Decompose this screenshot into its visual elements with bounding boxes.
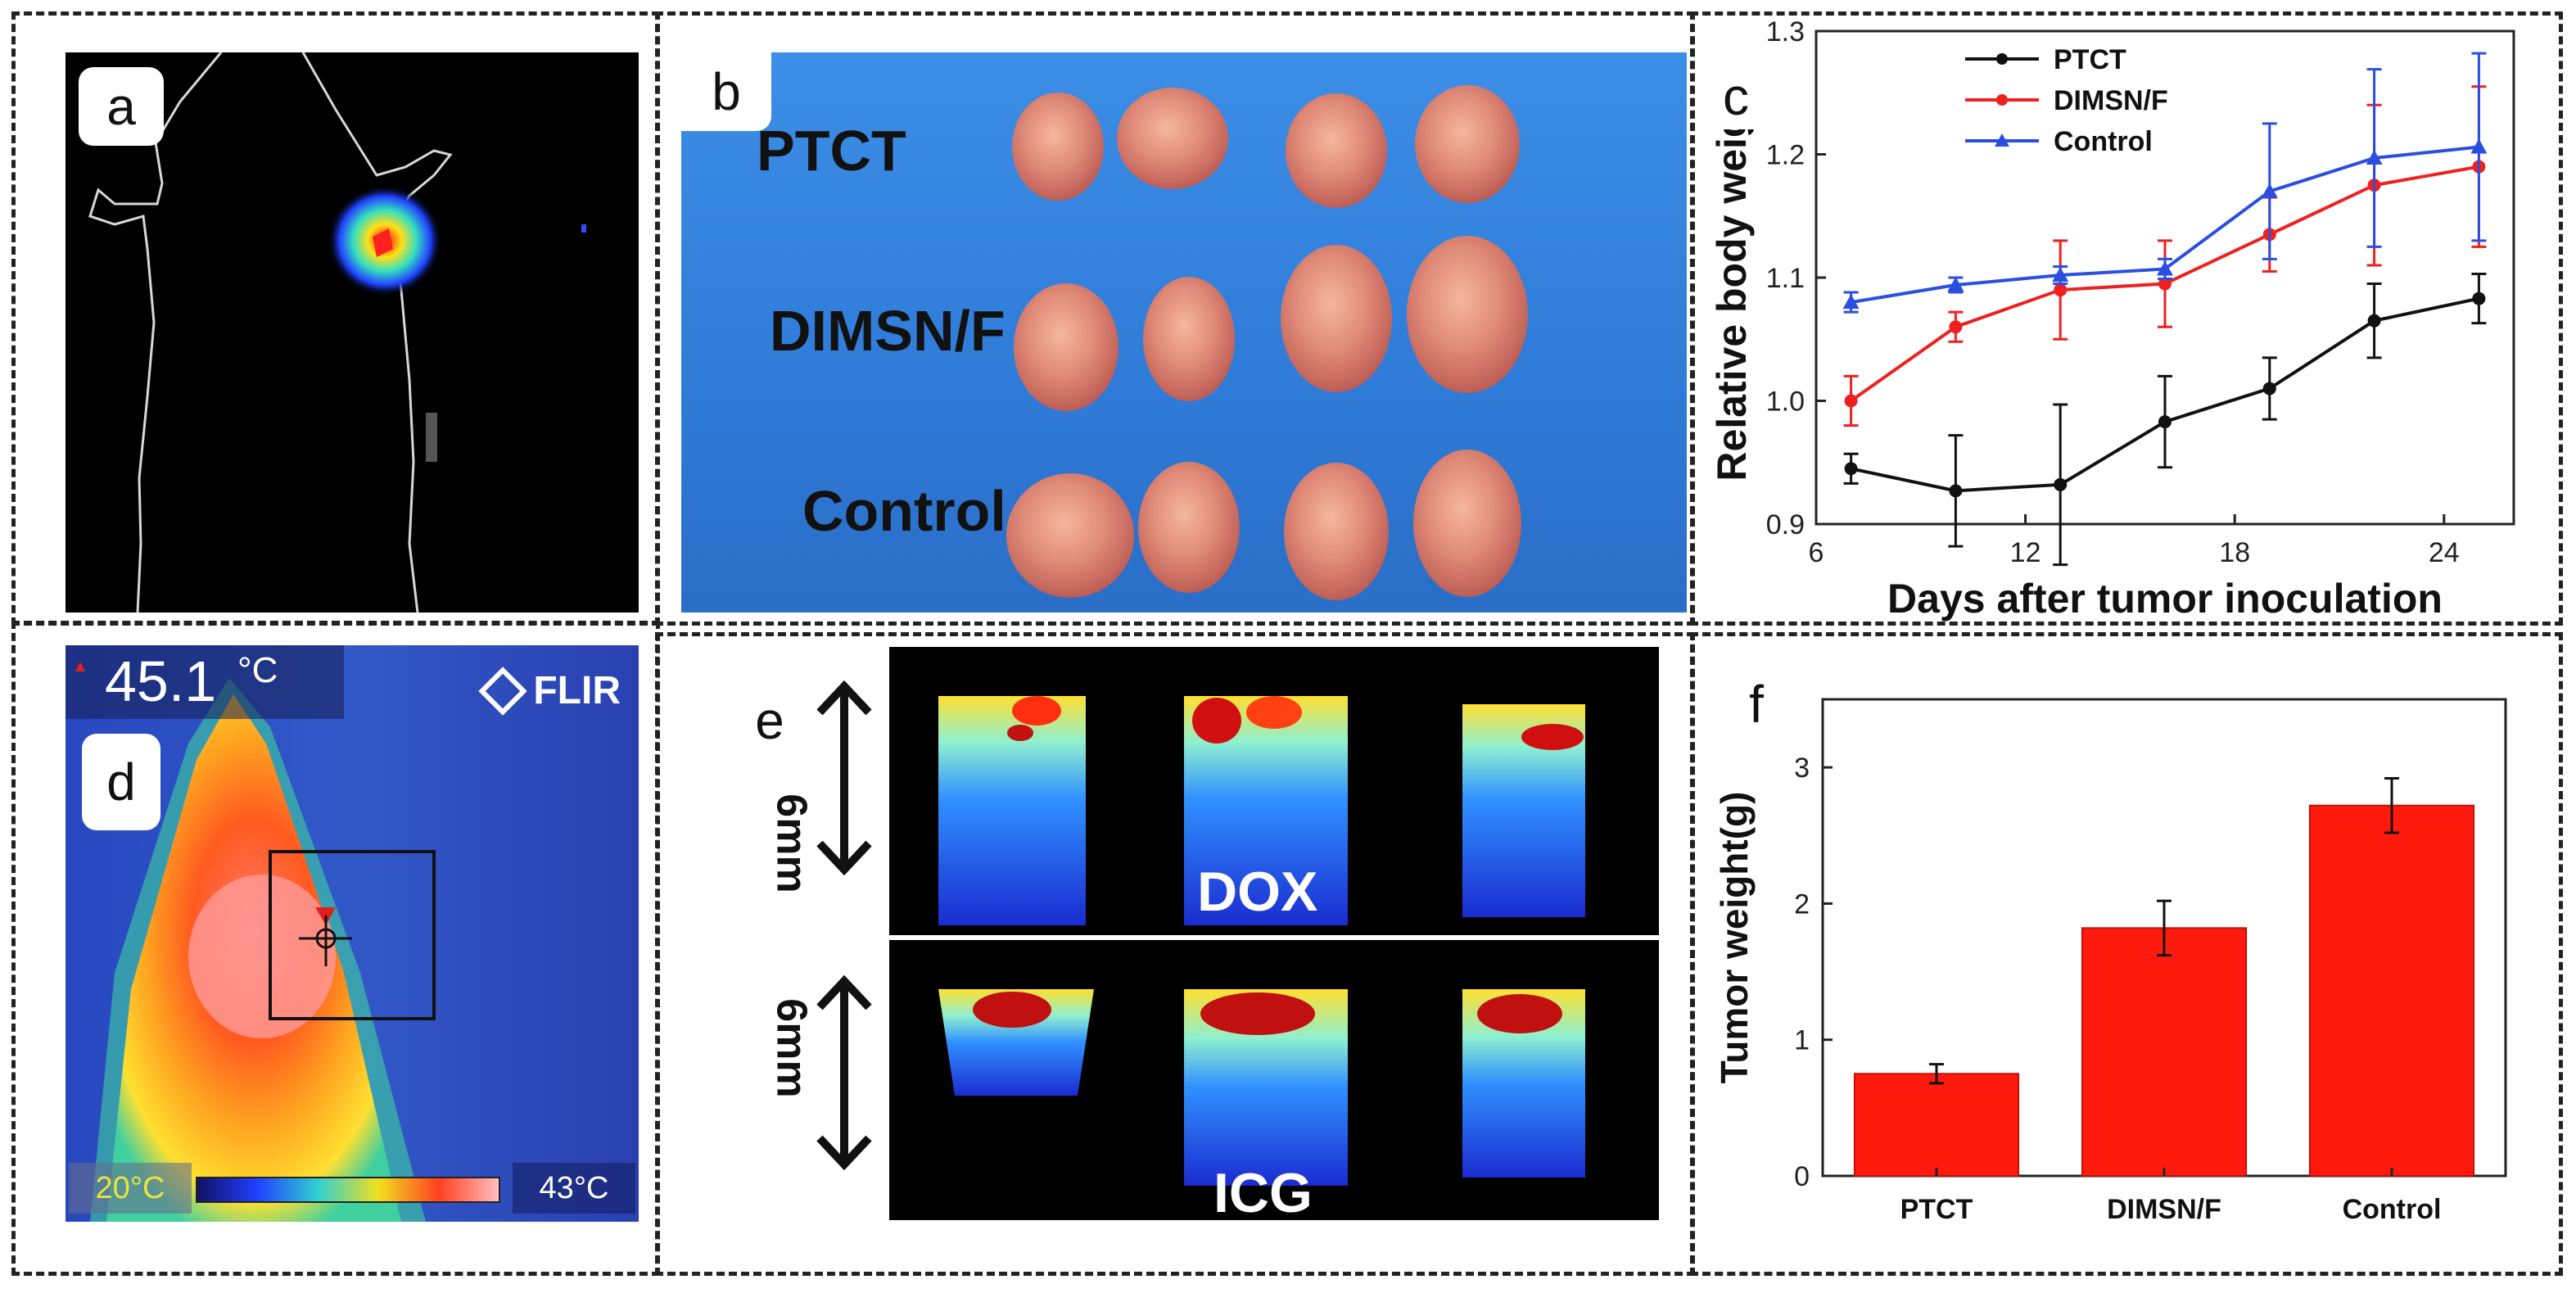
x-tick-label: 6: [1809, 537, 1824, 568]
scale-arrow-bottom-icon: [816, 974, 872, 1171]
flir-brand-text: FLIR: [533, 669, 621, 712]
data-point: [2261, 183, 2278, 198]
bar-ptct: [1853, 1073, 2020, 1177]
panel-f-label: f: [1728, 671, 1785, 737]
data-point: [2054, 477, 2068, 491]
y-tick-label: 1.0: [1766, 387, 1805, 418]
data-point: [2367, 314, 2381, 328]
x-tick-label: DIMSN/F: [2107, 1194, 2221, 1225]
panel-d-image: 45.1 °C FLIR 20°C 43°C: [66, 645, 639, 1222]
legend-label: DIMSN/F: [2054, 85, 2168, 116]
panel-c-frame: [1690, 11, 2563, 626]
flir-logo: FLIR: [478, 666, 621, 716]
icg-fluorescence-image: [938, 989, 1585, 1186]
scale-label-top: 6mm: [767, 793, 816, 893]
measurement-box: [269, 850, 436, 1020]
panel-b-image: PTCT DIMSN/F Control: [681, 52, 1687, 613]
data-point: [2158, 415, 2172, 429]
panel-f-frame: [1690, 632, 2563, 1276]
panel-e-icg-image: ICG: [889, 940, 1659, 1220]
data-point: [2157, 260, 2173, 276]
tumor-row-dimsn: [1014, 236, 1528, 411]
data-point: [1949, 484, 1963, 498]
panel-e-label: e: [743, 688, 796, 753]
mouse-outline: [88, 52, 453, 613]
temperature-unit: °C: [237, 650, 278, 690]
y-tick-label: 0: [1794, 1161, 1810, 1192]
legend-marker: [1996, 53, 2008, 65]
thermal-image: [66, 645, 639, 1222]
data-point: [1844, 394, 1858, 408]
legend-marker: [1995, 133, 2009, 147]
scale-arrow-top-icon: [816, 680, 872, 876]
legend-label: PTCT: [2054, 44, 2126, 75]
panel-a-image: [66, 52, 639, 613]
temperature-value: 45.1: [105, 649, 217, 713]
x-axis-label: Days after tumor inoculation: [1887, 576, 2443, 622]
x-tick-label: PTCT: [1900, 1194, 1973, 1225]
arrow-up-icon: [75, 662, 85, 671]
x-tick-label: Control: [2343, 1194, 2442, 1225]
group-label-control: Control: [802, 479, 1006, 543]
data-point: [2262, 382, 2276, 396]
tumor-photo-grid: [1006, 85, 1528, 600]
dox-label: DOX: [1197, 861, 1318, 923]
y-tick-label: 1.3: [1766, 16, 1805, 47]
x-tick-label: 24: [2429, 537, 2460, 568]
scale-max-label: 43°C: [513, 1163, 635, 1214]
panel-a-label: a: [79, 67, 164, 146]
panel-e-dox-image: DOX: [889, 647, 1659, 935]
series-ptct: [1843, 272, 2487, 567]
body-weight-chart: 0.9 1.0 1.1 1.2 1.3 6 12 18 24 Days after tumor i…: [1709, 16, 2515, 622]
y-tick-label: 0.9: [1766, 509, 1805, 540]
tumor-weight-chart: 0 1 2 3 Tumor weight(g) PTCT DIMSN/F Control: [1713, 698, 2507, 1225]
bar-dimsnf: [2081, 927, 2248, 1177]
data-point: [1949, 320, 1963, 334]
series-dimsnf: [1843, 85, 2487, 427]
group-label-dimsn: DIMSN/F: [770, 299, 1006, 363]
x-tick-label: 12: [2010, 537, 2041, 568]
y-tick-label: 3: [1794, 753, 1810, 784]
tumor-row-control: [1006, 450, 1521, 600]
y-axis-label: Tumor weight(g): [1713, 792, 1756, 1084]
tumor-row-ptct: [1012, 85, 1520, 208]
panel-d-label: d: [82, 734, 160, 830]
icg-label: ICG: [1213, 1162, 1313, 1220]
bar-control: [2308, 804, 2475, 1177]
y-tick-label: 2: [1794, 888, 1810, 920]
scale-min-label: 20°C: [69, 1163, 192, 1214]
legend-label: Control: [2054, 126, 2153, 157]
data-point: [1947, 277, 1964, 292]
data-point: [2052, 266, 2069, 282]
scale-arrows: [816, 680, 872, 1171]
scale-label-bottom: 6mm: [767, 998, 816, 1098]
group-label-ptct: PTCT: [757, 119, 906, 183]
data-point: [1842, 294, 1860, 310]
y-axis-label: Relative body weight: [1709, 74, 1755, 481]
mouse-fluorescence-image: [88, 52, 586, 613]
data-point: [2054, 283, 2068, 297]
panel-b-label: b: [681, 52, 771, 131]
data-point: [1844, 462, 1858, 476]
data-point: [2472, 292, 2486, 305]
data-point: [2366, 150, 2383, 165]
legend-marker: [1996, 94, 2008, 106]
y-tick-label: 1.1: [1766, 263, 1805, 294]
temperature-readout: 45.1 °C: [66, 645, 344, 719]
y-tick-label: 1.2: [1766, 140, 1805, 171]
data-point: [2470, 138, 2488, 154]
panel-c-label: c: [1703, 64, 1769, 129]
dox-fluorescence-image: [938, 696, 1585, 925]
x-tick-label: 18: [2219, 537, 2250, 568]
y-tick-label: 1: [1794, 1025, 1810, 1056]
series-control: [1842, 52, 2488, 314]
data-point: [2158, 277, 2172, 291]
flir-diamond-icon: [478, 666, 528, 716]
temperature-scale-bar: [196, 1177, 500, 1203]
